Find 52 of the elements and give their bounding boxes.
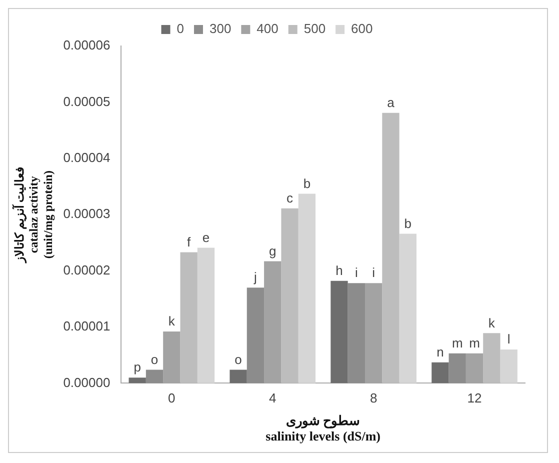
data-label: m <box>452 335 463 350</box>
data-label: g <box>269 243 276 258</box>
data-label: i <box>372 265 376 280</box>
data-label: m <box>469 335 480 350</box>
bar <box>348 283 365 384</box>
y-tick-label: 0.00000 <box>63 374 110 390</box>
data-label: k <box>168 314 176 329</box>
legend-label: 0 <box>176 21 184 36</box>
bar <box>298 194 316 384</box>
bar <box>281 208 298 384</box>
x-tick-label: 0 <box>168 390 176 406</box>
bar <box>197 248 215 384</box>
data-label: l <box>507 332 510 347</box>
bar <box>399 234 416 384</box>
bar <box>230 370 247 384</box>
legend-label: 300 <box>209 21 232 36</box>
bar <box>382 112 400 384</box>
bar <box>432 362 449 384</box>
bar <box>330 280 348 384</box>
y-tick-label: 0.00006 <box>63 38 110 53</box>
y-tick-label: 0.00005 <box>63 94 110 109</box>
legend-label: 600 <box>351 21 373 36</box>
bar <box>483 333 500 384</box>
data-label: b <box>404 216 412 231</box>
data-label: p <box>134 360 141 375</box>
data-label: a <box>387 94 396 110</box>
y-tick-label: 0.00001 <box>63 318 110 334</box>
y-tick-label: 0.00002 <box>63 262 110 278</box>
data-label: f <box>187 234 192 250</box>
x-tick-label: 8 <box>370 390 378 406</box>
legend-label: 500 <box>304 21 326 36</box>
x-tick-label: 4 <box>269 390 276 406</box>
bar <box>180 252 198 384</box>
bar <box>146 370 164 384</box>
data-label: k <box>488 315 496 330</box>
data-label: o <box>234 352 242 367</box>
data-label: o <box>150 352 158 367</box>
data-label: c <box>286 190 294 206</box>
bar <box>500 349 518 384</box>
y-tick-label: 0.00004 <box>63 150 110 165</box>
bar <box>448 353 466 384</box>
data-label: b <box>303 176 311 191</box>
legend-label: 400 <box>256 21 278 36</box>
x-tick-label: 12 <box>467 390 482 406</box>
data-label: n <box>436 344 444 360</box>
bar <box>246 288 264 384</box>
data-label: i <box>354 265 358 280</box>
bar <box>128 378 146 384</box>
data-label: e <box>202 230 210 245</box>
data-label: h <box>336 262 343 278</box>
data-label: j <box>253 270 258 285</box>
y-tick-label: 0.00003 <box>63 206 110 222</box>
